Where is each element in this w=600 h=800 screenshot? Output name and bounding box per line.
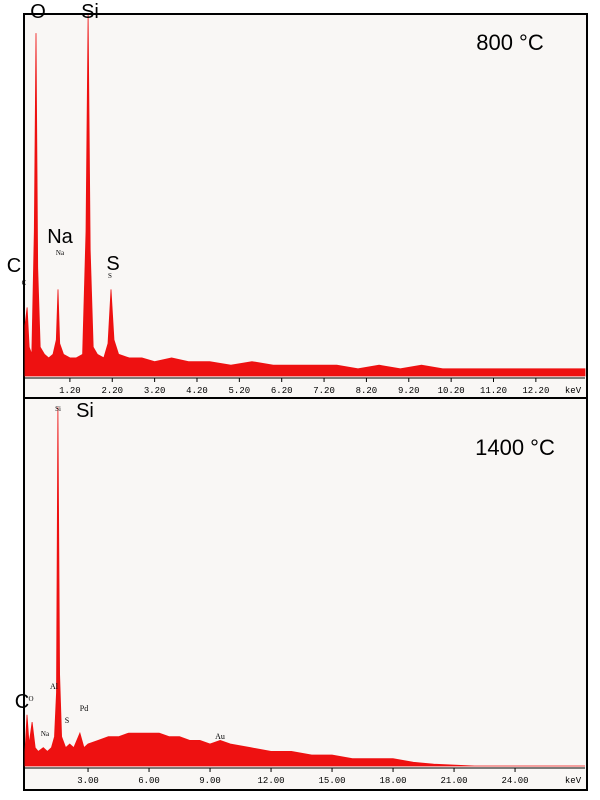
element-label: S [108, 272, 112, 280]
element-label: C [15, 691, 29, 713]
element-label: S [106, 253, 119, 275]
x-axis-label: keV [565, 386, 582, 396]
x-tick-label: 7.20 [313, 386, 335, 396]
element-label: Pd [80, 704, 88, 713]
element-label: S [65, 716, 69, 725]
x-tick-label: 24.00 [502, 776, 529, 786]
element-label: Si [81, 1, 99, 23]
x-tick-label: 12.20 [522, 386, 549, 396]
x-tick-label: 6.00 [138, 776, 160, 786]
x-tick-label: 9.20 [398, 386, 420, 396]
element-label: C [22, 279, 27, 287]
x-tick-label: 9.00 [199, 776, 221, 786]
x-tick-label: 18.00 [380, 776, 407, 786]
panel-title: 1400 °C [475, 435, 555, 460]
x-tick-label: 3.00 [77, 776, 99, 786]
x-tick-label: 5.20 [229, 386, 251, 396]
element-label: Na [41, 730, 50, 738]
element-label: O [30, 1, 46, 23]
panel-title: 800 °C [476, 30, 544, 55]
x-tick-label: 4.20 [186, 386, 208, 396]
x-tick-label: 11.20 [480, 386, 507, 396]
element-label: Si [76, 400, 94, 422]
x-tick-label: 21.00 [441, 776, 468, 786]
x-tick-label: 8.20 [356, 386, 378, 396]
element-label: Al [50, 682, 59, 691]
spectrum [24, 14, 586, 377]
x-tick-label: 1.20 [59, 386, 81, 396]
x-tick-label: 2.20 [101, 386, 123, 396]
x-tick-label: 10.20 [438, 386, 465, 396]
x-tick-label: 3.20 [144, 386, 166, 396]
element-label: Na [56, 249, 65, 257]
element-label: Au [215, 732, 225, 741]
element-label: C [7, 255, 21, 277]
frame [23, 13, 588, 791]
x-axis-label: keV [565, 776, 582, 786]
element-label: Si [55, 405, 61, 413]
spectrum [24, 407, 585, 767]
x-tick-label: 12.00 [258, 776, 285, 786]
x-tick-label: 6.20 [271, 386, 293, 396]
x-tick-label: 15.00 [319, 776, 346, 786]
element-label: O [28, 695, 33, 703]
element-label: Na [47, 226, 73, 248]
